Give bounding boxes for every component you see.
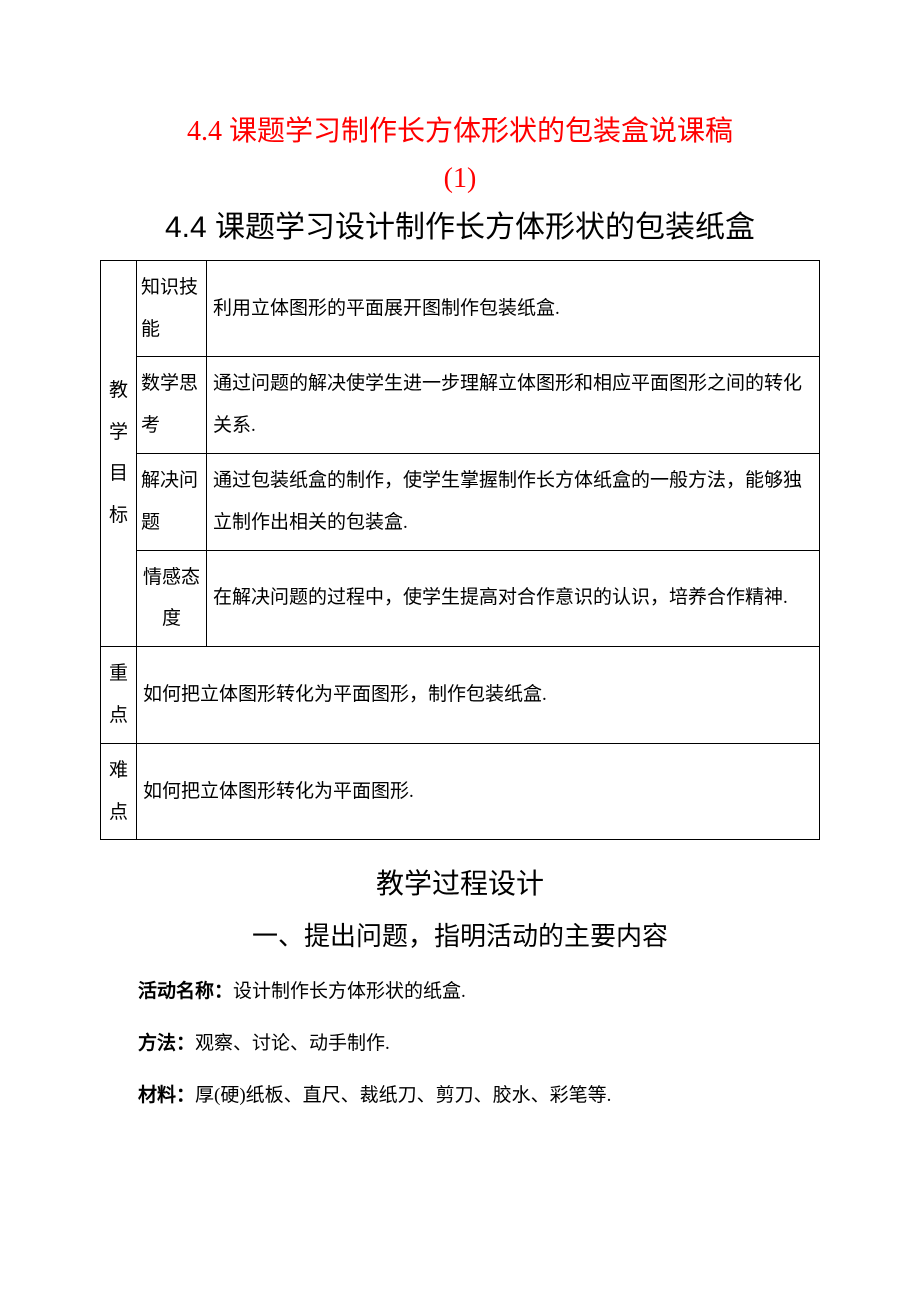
body-line: 材料：厚(硬)纸板、直尺、裁纸刀、剪刀、胶水、彩笔等.: [100, 1075, 820, 1117]
line-bold: 材料：: [138, 1085, 195, 1106]
line-text: 厚(硬)纸板、直尺、裁纸刀、剪刀、胶水、彩笔等.: [195, 1085, 611, 1106]
row-content: 在解决问题的过程中，使学生提高对合作意识的认识，培养合作精神.: [207, 550, 820, 647]
table-row: 解决问题 通过包装纸盒的制作，使学生掌握制作长方体纸盒的一般方法，能够独立制作出…: [101, 453, 820, 550]
row-content: 利用立体图形的平面展开图制作包装纸盒.: [207, 260, 820, 357]
row-content: 通过问题的解决使学生进一步理解立体图形和相应平面图形之间的转化关系.: [207, 357, 820, 454]
table-row: 数学思考 通过问题的解决使学生进一步理解立体图形和相应平面图形之间的转化关系.: [101, 357, 820, 454]
table-row: 情感态度 在解决问题的过程中，使学生提高对合作意识的认识，培养合作精神.: [101, 550, 820, 647]
goal-header-text: 教学目标: [103, 370, 134, 537]
table-row: 教学目标 知识技能 利用立体图形的平面展开图制作包装纸盒.: [101, 260, 820, 357]
process-title: 教学过程设计: [100, 862, 820, 902]
line-bold: 活动名称：: [138, 981, 233, 1002]
row-label: 情感态度: [137, 550, 207, 647]
difficulty-label-cell: 难点: [101, 743, 137, 840]
row-content: 通过包装纸盒的制作，使学生掌握制作长方体纸盒的一般方法，能够独立制作出相关的包装…: [207, 453, 820, 550]
line-text: 观察、讨论、动手制作.: [195, 1033, 390, 1054]
table-row: 难点 如何把立体图形转化为平面图形.: [101, 743, 820, 840]
row-label: 数学思考: [137, 357, 207, 454]
keypoint-label-text: 重点: [103, 653, 134, 737]
difficulty-content: 如何把立体图形转化为平面图形.: [137, 743, 820, 840]
keypoint-label-cell: 重点: [101, 647, 137, 744]
difficulty-label-text: 难点: [103, 750, 134, 834]
row-label: 解决问题: [137, 453, 207, 550]
page-title-red-2: (1): [100, 163, 820, 195]
line-text: 设计制作长方体形状的纸盒.: [233, 981, 466, 1002]
step1-title: 一、提出问题，指明活动的主要内容: [100, 916, 820, 953]
body-line: 活动名称：设计制作长方体形状的纸盒.: [100, 971, 820, 1013]
goals-table: 教学目标 知识技能 利用立体图形的平面展开图制作包装纸盒. 数学思考 通过问题的…: [100, 260, 820, 841]
row-label: 知识技能: [137, 260, 207, 357]
subtitle: 4.4 课题学习设计制作长方体形状的包装纸盒: [100, 205, 820, 250]
keypoint-content: 如何把立体图形转化为平面图形，制作包装纸盒.: [137, 647, 820, 744]
line-bold: 方法：: [138, 1033, 195, 1054]
body-line: 方法：观察、讨论、动手制作.: [100, 1023, 820, 1065]
page-title-red-1: 4.4 课题学习制作长方体形状的包装盒说课稿: [100, 110, 820, 155]
row-label-text: 情感态度: [143, 567, 200, 630]
goal-header-cell: 教学目标: [101, 260, 137, 646]
table-row: 重点 如何把立体图形转化为平面图形，制作包装纸盒.: [101, 647, 820, 744]
